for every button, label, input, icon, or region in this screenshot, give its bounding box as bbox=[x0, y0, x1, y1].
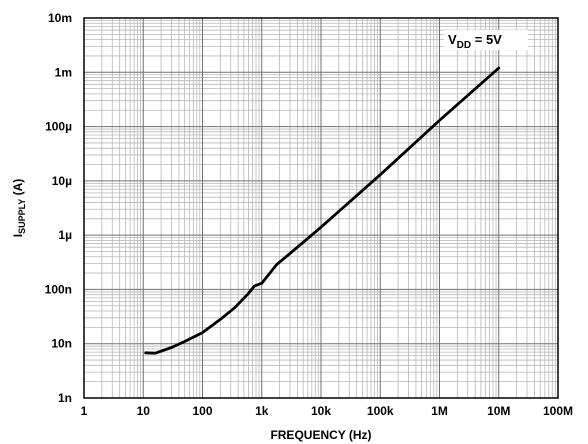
x-tick-label: 1k bbox=[255, 404, 269, 418]
y-tick-labels: 1n 10n 100n 1µ 10µ 100µ 1m 10m bbox=[45, 11, 72, 405]
series-layer bbox=[144, 66, 501, 355]
x-tick-label: 10M bbox=[487, 404, 510, 418]
x-tick-label: 100 bbox=[192, 404, 212, 418]
x-tick-labels: 1 10 100 1k 10k 100k 1M 10M 100M bbox=[81, 404, 573, 418]
y-label-suffix: (A) bbox=[11, 179, 25, 199]
y-tick-label: 100µ bbox=[45, 120, 72, 134]
y-tick-label: 100n bbox=[45, 282, 72, 296]
y-tick-label: 10µ bbox=[52, 174, 72, 188]
x-tick-label: 10 bbox=[137, 404, 151, 418]
x-tick-label: 10k bbox=[311, 404, 331, 418]
y-tick-label: 1µ bbox=[58, 228, 72, 242]
x-axis-label: FREQUENCY (Hz) bbox=[270, 428, 371, 442]
x-tick-label: 1 bbox=[81, 404, 88, 418]
vdd-annotation: VDD = 5V bbox=[448, 32, 502, 51]
y-tick-label: 10n bbox=[51, 337, 72, 351]
y-label-main: I bbox=[11, 234, 25, 237]
series-line bbox=[144, 66, 501, 355]
y-tick-label: 1n bbox=[58, 391, 72, 405]
y-tick-label: 10m bbox=[48, 11, 72, 25]
y-label-sub: SUPPLY bbox=[17, 199, 27, 234]
x-tick-label: 100M bbox=[543, 404, 573, 418]
vdd-main: V bbox=[448, 32, 457, 47]
y-axis-label: ISUPPLY (A) bbox=[11, 179, 27, 238]
annotation-background bbox=[444, 30, 528, 50]
x-tick-label: 100k bbox=[367, 404, 394, 418]
plot-frame bbox=[83, 17, 559, 399]
vdd-sub: DD bbox=[457, 40, 471, 51]
vdd-suffix: = 5V bbox=[471, 32, 502, 47]
x-tick-label: 1M bbox=[431, 404, 448, 418]
y-tick-label: 1m bbox=[55, 65, 72, 79]
